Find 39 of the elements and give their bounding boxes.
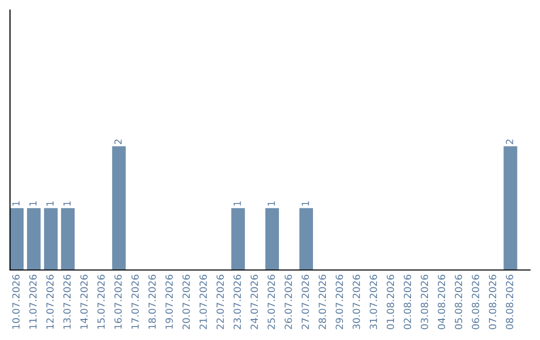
x-tick-label: 21.07.2026	[200, 274, 207, 330]
x-tick-label: 30.07.2026	[352, 274, 360, 330]
x-tick-label: 11.07.2026	[29, 274, 37, 329]
data-label: 1	[12, 201, 20, 206]
data-label: 1	[63, 201, 71, 206]
x-tick-label: 23.07.2026	[234, 274, 241, 330]
x-tick-label: 18.07.2026	[148, 274, 156, 329]
x-tick-label: 27.07.2026	[302, 274, 309, 330]
x-tick-label: 10.07.2026	[12, 274, 20, 329]
x-tick-label: 31.07.2026	[370, 274, 378, 330]
x-tick-label: 06.08.2026	[472, 274, 480, 330]
x-tick-label: 22.07.2026	[216, 274, 224, 330]
x-tick-label: 15.07.2026	[97, 274, 105, 329]
x-tick-label: 26.07.2026	[284, 274, 292, 330]
data-label: 1	[302, 201, 309, 206]
x-tick-label: 20.07.2026	[182, 274, 190, 330]
data-label: 1	[268, 201, 275, 206]
x-tick-label: 13.07.2026	[63, 274, 71, 329]
x-tick-label: 19.07.2026	[165, 274, 173, 329]
data-label: 1	[234, 201, 241, 206]
x-tick-label: 02.08.2026	[404, 274, 412, 330]
x-tick-label: 12.07.2026	[46, 274, 54, 329]
data-label: 1	[29, 201, 37, 206]
x-tick-label: 17.07.2026	[131, 274, 139, 329]
x-tick-label: 05.08.2026	[454, 274, 462, 330]
x-tick-label: 08.08.2026	[506, 274, 514, 330]
x-tick-label: 16.07.2026	[114, 274, 122, 329]
x-tick-label: 25.07.2026	[268, 274, 275, 330]
x-tick-label: 29.07.2026	[336, 274, 344, 330]
x-tick-label: 04.08.2026	[438, 274, 446, 330]
x-tick-label: 01.08.2026	[386, 274, 394, 330]
x-tick-label: 14.07.2026	[80, 274, 88, 329]
x-tick-label: 28.07.2026	[318, 274, 326, 330]
x-tick-label: 24.07.2026	[250, 274, 258, 330]
x-tick-label: 03.08.2026	[420, 274, 428, 330]
data-label: 2	[114, 140, 122, 144]
data-label: 2	[506, 140, 514, 144]
data-label: 1	[46, 201, 54, 206]
x-tick-label: 07.08.2026	[488, 274, 496, 330]
